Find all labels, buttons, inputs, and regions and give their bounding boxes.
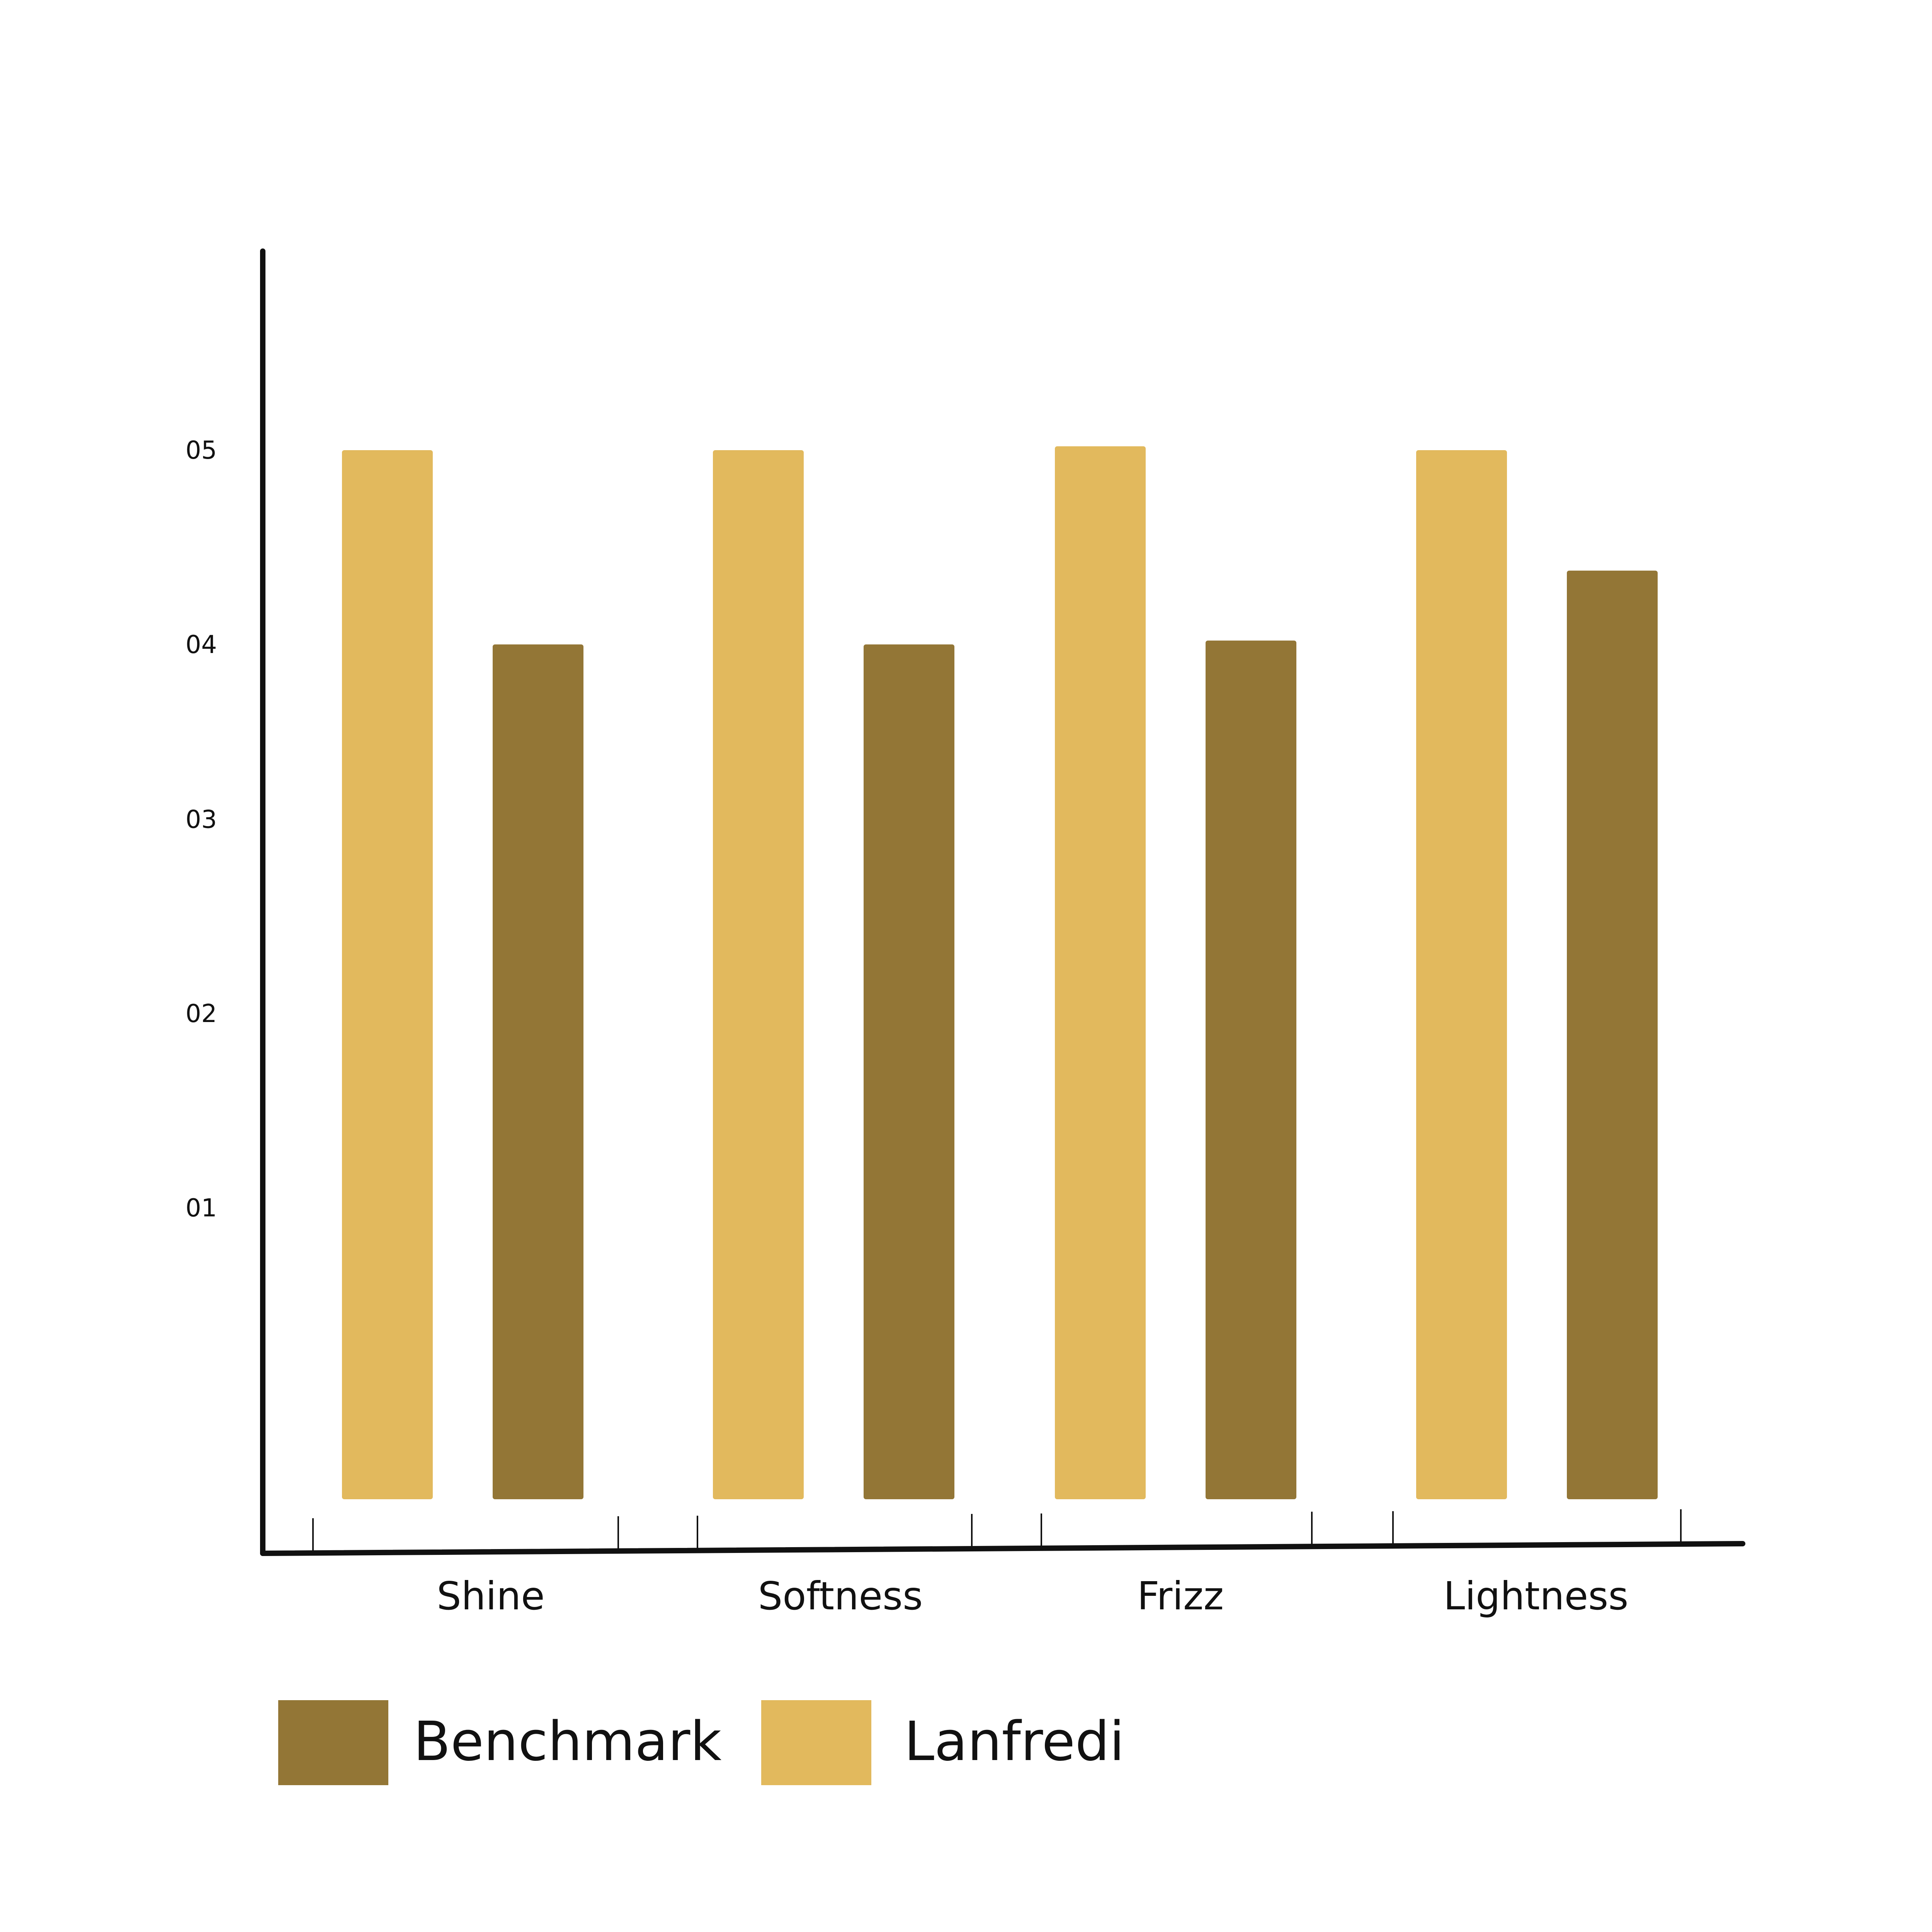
y-tick-labels-group: 01 02 03 04 05 bbox=[185, 436, 217, 1223]
bar-lanfredi-softness bbox=[713, 450, 804, 1499]
x-ticks-group bbox=[312, 1509, 1682, 1553]
bar-lanfredi-frizz bbox=[1055, 446, 1146, 1500]
legend-swatch-lanfredi bbox=[761, 1700, 871, 1785]
legend-swatch-benchmark bbox=[278, 1700, 388, 1785]
bars-group bbox=[342, 446, 1658, 1500]
y-tick-label: 04 bbox=[185, 631, 217, 659]
bar-lanfredi-shine bbox=[342, 450, 433, 1499]
category-labels-group: Shine Softness Frizz Lightness bbox=[437, 1573, 1628, 1619]
legend-label-benchmark: Benchmark bbox=[413, 1710, 721, 1773]
bar-benchmark-frizz bbox=[1206, 640, 1296, 1499]
bar-lanfredi-lightness bbox=[1416, 450, 1507, 1499]
bar-benchmark-lightness bbox=[1567, 570, 1658, 1499]
category-label-shine: Shine bbox=[437, 1573, 545, 1619]
x-axis-line bbox=[260, 1541, 1745, 1556]
bar-benchmark-shine bbox=[493, 644, 583, 1499]
legend-label-lanfredi: Lanfredi bbox=[904, 1710, 1124, 1773]
y-tick-label: 02 bbox=[185, 1000, 217, 1028]
axes-group bbox=[260, 248, 1745, 1556]
category-label-frizz: Frizz bbox=[1137, 1573, 1224, 1619]
y-tick-label: 03 bbox=[185, 805, 217, 834]
y-tick-label: 01 bbox=[185, 1194, 217, 1223]
category-label-softness: Softness bbox=[758, 1573, 923, 1619]
bar-benchmark-softness bbox=[864, 644, 954, 1499]
category-label-lightness: Lightness bbox=[1444, 1573, 1629, 1619]
y-tick-label: 05 bbox=[185, 436, 217, 465]
legend: Benchmark Lanfredi bbox=[278, 1700, 1124, 1785]
